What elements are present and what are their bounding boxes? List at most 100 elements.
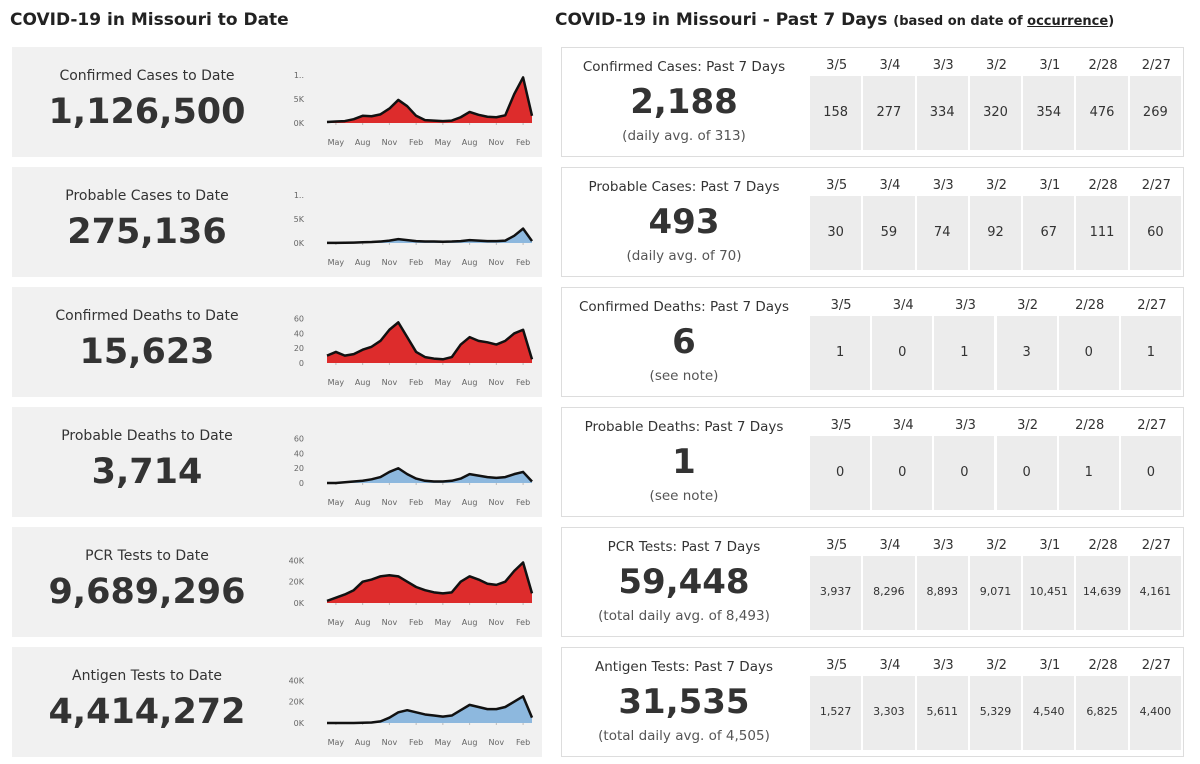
total-value: 4,414,272 (48, 692, 246, 732)
y-tick-label: 40 (294, 329, 304, 338)
x-tick-label: Aug (355, 498, 371, 507)
total-card: Confirmed Deaths to Date 15,623 0 20 40 60 May… (12, 287, 542, 397)
x-tick-label: Feb (516, 378, 530, 387)
day-date: 3/4 (879, 58, 901, 73)
day-value: 320 (983, 105, 1008, 120)
day-value: 0 (835, 465, 845, 480)
total-value: 3,714 (91, 452, 203, 492)
day-value: 3,937 (819, 585, 852, 598)
total-label: Confirmed Deaths to Date (55, 308, 239, 324)
day-value: 0 (1146, 465, 1156, 480)
x-tick-label: Aug (355, 138, 371, 147)
sparkline: 0K 5K 1.. May Aug Nov Feb May Aug Nov Feb (294, 191, 534, 267)
day-cell: 1 (810, 316, 871, 390)
day-cell: 6,825 (1076, 676, 1128, 750)
day-date: 2/27 (1137, 418, 1167, 433)
week-total: 1 (672, 442, 696, 482)
y-tick-label: 1.. (294, 191, 304, 200)
y-tick-label: 20 (294, 344, 304, 353)
average-line (326, 76, 534, 124)
y-tick-label: 20 (294, 464, 304, 473)
day-value: 0 (1084, 345, 1093, 360)
week-label: Antigen Tests: Past 7 Days (594, 659, 773, 675)
occurrence-link[interactable]: occurrence (1027, 14, 1109, 29)
day-value: 3,303 (873, 705, 905, 718)
week-label: Probable Cases: Past 7 Days (588, 179, 780, 195)
day-cell: 0 (872, 316, 933, 390)
average-line (327, 466, 533, 485)
day-value: 67 (1040, 225, 1058, 240)
x-tick-label: Nov (489, 738, 505, 747)
x-tick-label: May (435, 618, 452, 627)
week-note: (total daily avg. of 4,505) (598, 728, 770, 744)
right-title-text: COVID-19 in Missouri - Past 7 Days (555, 10, 888, 30)
day-value: 92 (987, 225, 1004, 240)
day-date: 3/3 (932, 58, 954, 73)
day-date: 3/3 (954, 298, 976, 313)
day-cell: 1 (934, 316, 995, 390)
day-date: 3/1 (1039, 658, 1061, 673)
y-tick-label: 0K (294, 119, 305, 128)
daily-area (327, 696, 532, 723)
x-tick-label: Nov (382, 138, 398, 147)
total-card: Confirmed Cases to Date 1,126,500 0K 5K 1.. M… (12, 47, 542, 157)
week-card: PCR Tests: Past 7 Days 59,448 (total daily… (561, 527, 1184, 637)
day-date: 3/5 (826, 178, 848, 193)
day-cell: 30 (810, 196, 862, 270)
day-cell: 111 (1076, 196, 1128, 270)
day-cell: 67 (1023, 196, 1075, 270)
subtitle-post: ) (1108, 14, 1115, 29)
total-label: PCR Tests to Date (85, 548, 209, 564)
day-date: 3/3 (954, 418, 976, 433)
x-tick-label: May (435, 378, 452, 387)
sparkline: 0K 20K 40K May Aug Nov Feb May Aug Nov Feb (289, 556, 534, 627)
y-tick-label: 0 (299, 479, 304, 488)
week-label: PCR Tests: Past 7 Days (607, 539, 761, 555)
y-tick-label: 0K (294, 239, 305, 248)
x-tick-label: Nov (489, 258, 505, 267)
day-value: 4,161 (1139, 585, 1172, 598)
week-card: Probable Cases: Past 7 Days 493 (daily avg… (561, 167, 1184, 277)
day-cell: 4,540 (1023, 676, 1075, 750)
day-date: 3/2 (986, 658, 1007, 673)
day-cell: 9,071 (969, 556, 1022, 630)
total-label: Antigen Tests to Date (72, 668, 222, 684)
week-card: Probable Deaths: Past 7 Days 1 (see note) 3… (561, 407, 1184, 517)
day-value: 30 (827, 225, 844, 240)
x-tick-label: Nov (489, 618, 505, 627)
day-cell: 8,893 (916, 556, 968, 630)
day-value: 0 (960, 465, 969, 480)
total-card: Probable Deaths to Date 3,714 0 20 40 60 May Au… (12, 407, 542, 517)
x-tick-label: Aug (462, 738, 478, 747)
x-tick-label: Aug (462, 498, 478, 507)
day-value: 334 (929, 105, 955, 120)
average-line (326, 561, 534, 603)
day-cell: 320 (969, 76, 1022, 150)
total-label: Probable Cases to Date (65, 188, 229, 204)
total-value: 15,623 (79, 332, 215, 372)
day-date: 2/28 (1075, 298, 1105, 313)
day-date: 3/4 (879, 658, 901, 673)
day-date: 3/1 (1039, 58, 1061, 73)
total-value: 9,689,296 (48, 572, 246, 612)
sparkline: 0 20 40 60 May Aug Nov Feb May Aug Nov Feb (294, 435, 533, 507)
x-tick-label: May (328, 618, 345, 627)
average-line (327, 695, 534, 725)
total-card: PCR Tests to Date 9,689,296 0K 20K 40K May Aug… (12, 527, 542, 637)
y-tick-label: 0K (294, 599, 305, 608)
x-tick-label: Nov (489, 498, 505, 507)
average-line (326, 227, 534, 245)
x-tick-label: Nov (489, 378, 505, 387)
y-tick-label: 40K (289, 676, 305, 685)
day-value: 1 (1084, 465, 1093, 480)
x-tick-label: Nov (382, 258, 398, 267)
day-cell: 5,329 (969, 676, 1022, 750)
x-tick-label: Feb (409, 138, 423, 147)
x-tick-label: Aug (355, 618, 371, 627)
y-tick-label: 20K (289, 578, 305, 587)
day-cell: 1,527 (810, 676, 862, 750)
x-tick-label: Feb (516, 138, 530, 147)
left-title: COVID-19 in Missouri to Date (10, 10, 289, 30)
x-tick-label: Feb (516, 618, 530, 627)
day-date: 3/2 (1017, 418, 1039, 433)
